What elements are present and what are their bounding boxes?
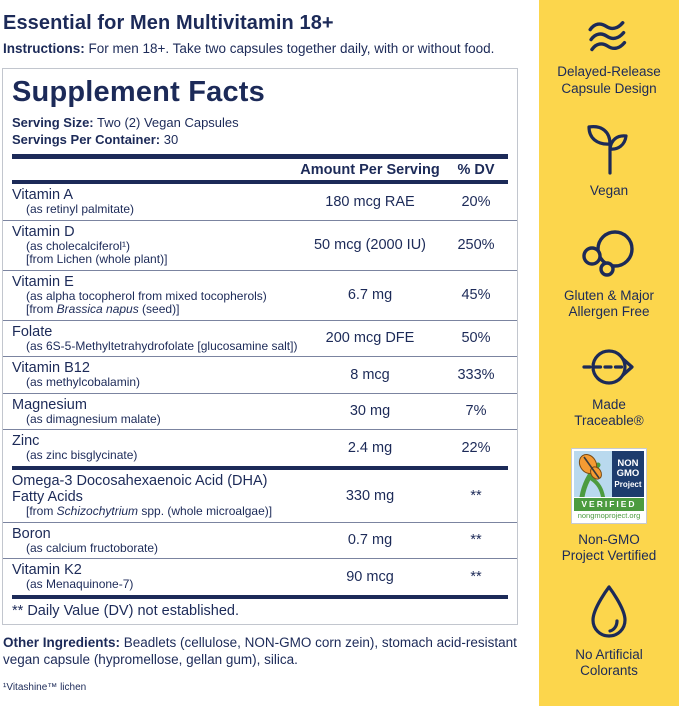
nutrient-dv: 45% xyxy=(461,287,491,303)
side-item-non-gmo: NON GMO Project VERIFIED nongmoproject.o… xyxy=(561,447,657,565)
nutrient-name: Boron xyxy=(12,525,51,542)
nutrient-amount: 30 mg xyxy=(349,403,391,420)
non-gmo-badge: NON GMO Project VERIFIED nongmoproject.o… xyxy=(570,447,647,524)
waves-icon xyxy=(588,21,627,52)
instructions-label: Instructions: xyxy=(3,41,85,56)
table-row: Omega-3 Docosahexaenoic Acid (DHA) Fatty… xyxy=(3,470,517,522)
nutrient-amount: 6.7 mg xyxy=(347,287,393,303)
nutrient-dv: 22% xyxy=(461,439,491,456)
nutrient-dv: 250% xyxy=(457,237,495,253)
nutrient-source: (as cholecalciferol¹) xyxy=(26,238,131,253)
vitashine-footnote: ¹Vitashine™ lichen xyxy=(3,682,87,693)
side-item-label: Made Traceable® xyxy=(574,396,644,429)
instructions-text: For men 18+. Take two capsules together … xyxy=(84,41,495,56)
side-item-label: Delayed-Release Capsule Design xyxy=(557,64,661,96)
nutrient-amount: 200 mcg DFE xyxy=(325,330,415,347)
nutrient-amount: 50 mcg (2000 IU) xyxy=(313,237,427,253)
nutrient-source: (as retinyl palmitate) xyxy=(26,202,135,216)
nutrient-name: Vitamin D xyxy=(12,223,75,240)
column-header-amount: Amount Per Serving xyxy=(300,161,440,178)
nutrient-source: [from Schizochytrium spp. (whole microal… xyxy=(26,504,273,518)
side-item-vegan: Vegan xyxy=(584,121,634,200)
side-item-label: Vegan xyxy=(589,183,629,198)
nutrient-dv: 333% xyxy=(457,366,495,383)
side-item-delayed-release: Delayed-Release Capsule Design xyxy=(557,20,661,97)
nutrient-name: Vitamin E xyxy=(12,273,74,290)
nutrient-amount: 90 mcg xyxy=(346,568,394,585)
nutrient-name: Vitamin A xyxy=(12,187,73,203)
side-item-label: Non-GMO Project Vertified xyxy=(561,531,657,564)
divider-bar xyxy=(12,465,508,470)
nutrient-name: Zinc xyxy=(12,433,40,449)
nutrient-amount: 0.7 mg xyxy=(347,532,393,549)
verified-band: VERIFIED xyxy=(573,497,644,511)
nutrient-source: (as zinc bisglycinate) xyxy=(26,448,138,462)
droplet-icon xyxy=(591,584,627,638)
table-row: Vitamin B12 (as methylcobalamin) 8 mcg 3… xyxy=(3,356,517,393)
side-item-label: No Artificial Colorants xyxy=(575,646,643,679)
nutrient-dv: 50% xyxy=(461,330,491,347)
nutrient-source: (as calcium fructoborate) xyxy=(26,540,159,555)
divider-bar xyxy=(12,179,508,184)
table-row: Folate (as 6S-5-Methyltetrahydrofolate [… xyxy=(3,319,517,357)
table-row: Magnesium (as dimagnesium malate) 30 mg … xyxy=(3,392,517,430)
table-row: Zinc (as zinc bisglycinate) 2.4 mg 22% xyxy=(3,429,517,466)
nutrient-name: Folate xyxy=(12,323,53,340)
divider-bar xyxy=(12,154,508,159)
sprout-icon xyxy=(587,125,628,175)
nutrient-amount: 2.4 mg xyxy=(347,439,393,456)
serving-size: Serving Size: Two (2) Vegan Capsules xyxy=(12,115,239,130)
nutrient-source: (as 6S-5-Methyltetrahydrofolate [glucosa… xyxy=(26,338,298,353)
nutrient-source: (as alpha tocopherol from mixed tocopher… xyxy=(26,288,267,303)
table-row: Vitamin K2 (as Menaquinone-7) 90 mcg ** xyxy=(3,558,517,595)
other-ingredients: Other Ingredients: Beadlets (cellulose, … xyxy=(3,635,517,667)
nutrient-name: Vitamin B12 xyxy=(12,360,90,376)
daily-value-footnote: ** Daily Value (DV) not established. xyxy=(12,603,240,619)
page-title: Essential for Men Multivitamin 18+ xyxy=(3,12,334,34)
nutrient-dv: ** xyxy=(470,487,482,504)
nutrient-amount: 180 mcg RAE xyxy=(325,193,415,210)
non-gmo-badge-text: NON GMO Project xyxy=(611,450,644,497)
label-panel: Essential for Men Multivitamin 18+ Instr… xyxy=(2,12,535,693)
supplement-facts-panel: Supplement Facts Serving Size: Two (2) V… xyxy=(2,68,518,625)
butterfly-icon xyxy=(573,450,612,497)
nutrient-source: (as methylcobalamin) xyxy=(26,375,141,389)
servings-per-container: Servings Per Container: 30 xyxy=(12,132,179,147)
nutrient-name: Magnesium xyxy=(12,396,87,413)
nutrient-name: Vitamin K2 xyxy=(12,562,82,578)
instructions: Instructions: For men 18+. Take two caps… xyxy=(3,41,535,56)
non-gmo-url: nongmoproject.org xyxy=(577,510,641,520)
nutrient-source: (as dimagnesium malate) xyxy=(26,411,161,426)
table-row: Vitamin A (as retinyl palmitate) 180 mcg… xyxy=(3,184,517,220)
side-item-gluten-free: Gluten & Major Allergen Free xyxy=(564,226,654,321)
table-row: Boron (as calcium fructoborate) 0.7 mg *… xyxy=(3,521,517,559)
nutrient-amount: 330 mg xyxy=(345,487,395,504)
column-header-dv: % DV xyxy=(457,161,495,178)
side-item-traceable: Made Traceable® xyxy=(574,345,644,430)
nutrient-source: (as Menaquinone-7) xyxy=(26,577,134,591)
table-header-row: Amount Per Serving % DV xyxy=(3,159,517,180)
nutrient-amount: 8 mcg xyxy=(350,366,390,383)
side-item-no-colorants: No Artificial Colorants xyxy=(575,583,643,680)
traceable-icon xyxy=(582,348,634,385)
nutrient-source: [from Lichen (whole plant)] xyxy=(26,252,168,266)
table-row: Vitamin E (as alpha tocopherol from mixe… xyxy=(3,269,517,320)
supplement-facts-title: Supplement Facts xyxy=(12,76,265,108)
nutrient-dv: ** xyxy=(470,532,482,549)
benefits-sidebar: Delayed-Release Capsule Design Vegan Glu… xyxy=(539,0,679,706)
divider-bar xyxy=(12,594,508,599)
table-row: Vitamin D (as cholecalciferol¹) [from Li… xyxy=(3,219,517,270)
nutrient-dv: ** xyxy=(470,568,482,585)
nutrient-dv: 20% xyxy=(461,193,491,210)
gluten-free-icon xyxy=(582,229,634,277)
nutrient-source: [from Brassica napus (seed)] xyxy=(26,302,180,316)
nutrient-dv: 7% xyxy=(465,403,487,420)
nutrient-name: Omega-3 Docosahexaenoic Acid (DHA) Fatty… xyxy=(12,473,268,505)
side-item-label: Gluten & Major Allergen Free xyxy=(563,287,655,320)
